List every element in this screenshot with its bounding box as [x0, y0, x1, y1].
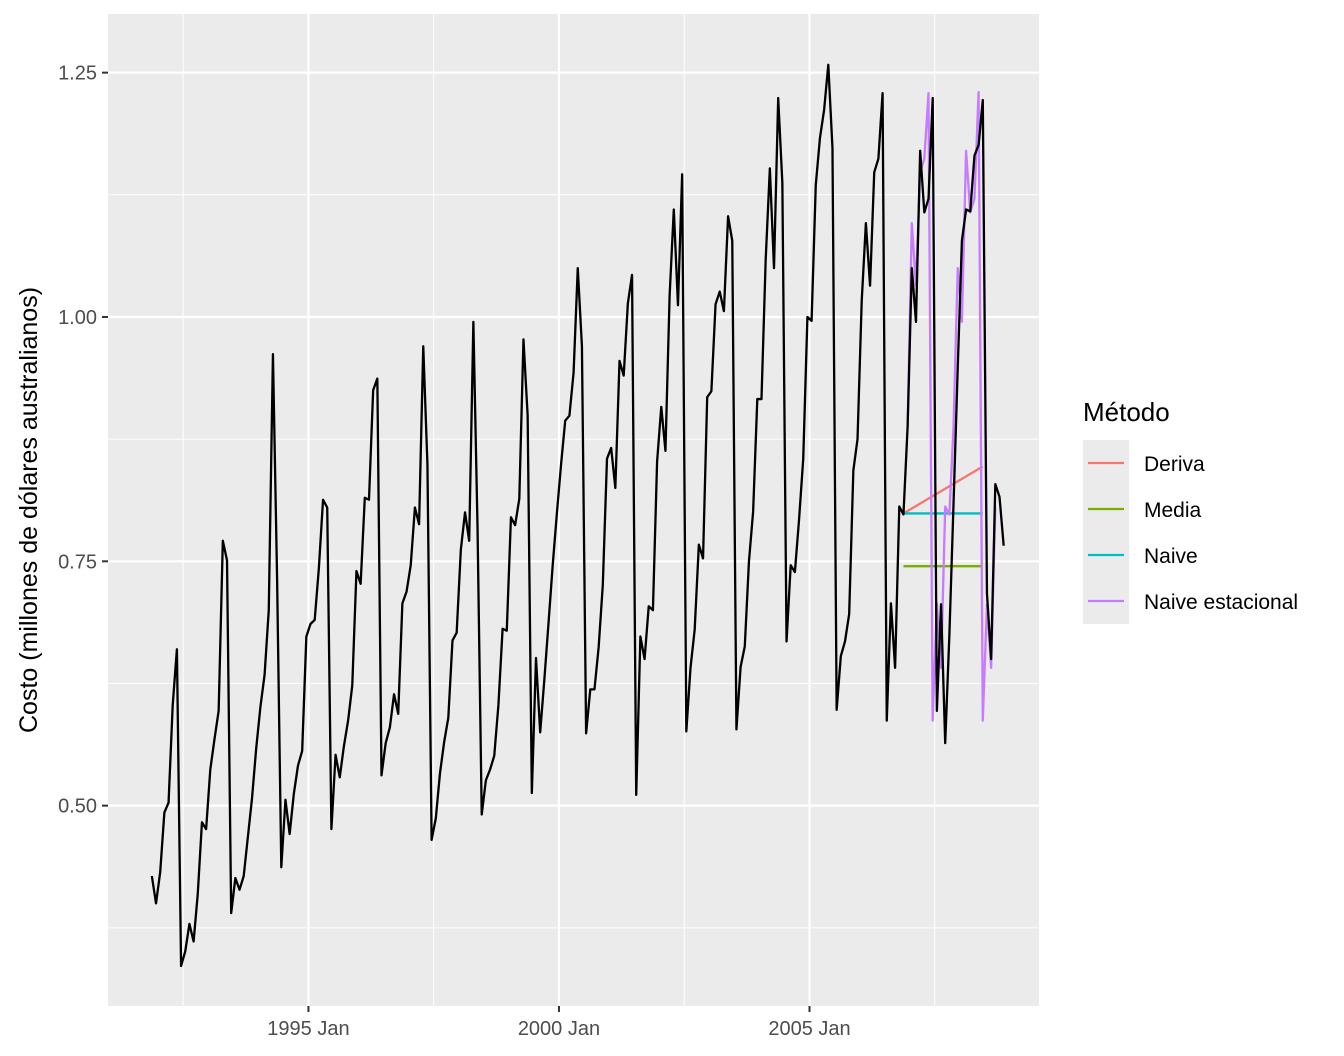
series-lines	[150, 63, 1005, 968]
x-tick-label: 2000 Jan	[518, 1018, 600, 1040]
legend-title: Método	[1083, 397, 1170, 427]
y-axis-title: Costo (millones de dólares australianos)	[15, 287, 43, 733]
series-line-deriva	[902, 465, 984, 515]
y-tick-label: 0.50	[58, 796, 97, 818]
legend-label-deriva: Deriva	[1144, 453, 1205, 476]
grid-lines	[108, 14, 1039, 1006]
x-tick-label: 1995 Jan	[267, 1018, 349, 1040]
x-tick-label: 2005 Jan	[768, 1018, 850, 1040]
legend-label-naive-estacional: Naive estacional	[1144, 591, 1298, 614]
y-tick-label: 0.75	[58, 551, 97, 573]
legend: Método Deriva Media Naive Naive estacional	[1083, 397, 1298, 624]
legend-label-naive: Naive	[1144, 545, 1198, 568]
legend-label-media: Media	[1144, 499, 1202, 522]
y-tick-label: 1.00	[58, 307, 97, 329]
axes: 1995 Jan 2000 Jan 2005 Jan 0.50 0.75 1.00 1.25	[58, 63, 851, 1040]
observed-series-line	[150, 63, 1005, 968]
y-tick-label: 1.25	[58, 63, 97, 85]
